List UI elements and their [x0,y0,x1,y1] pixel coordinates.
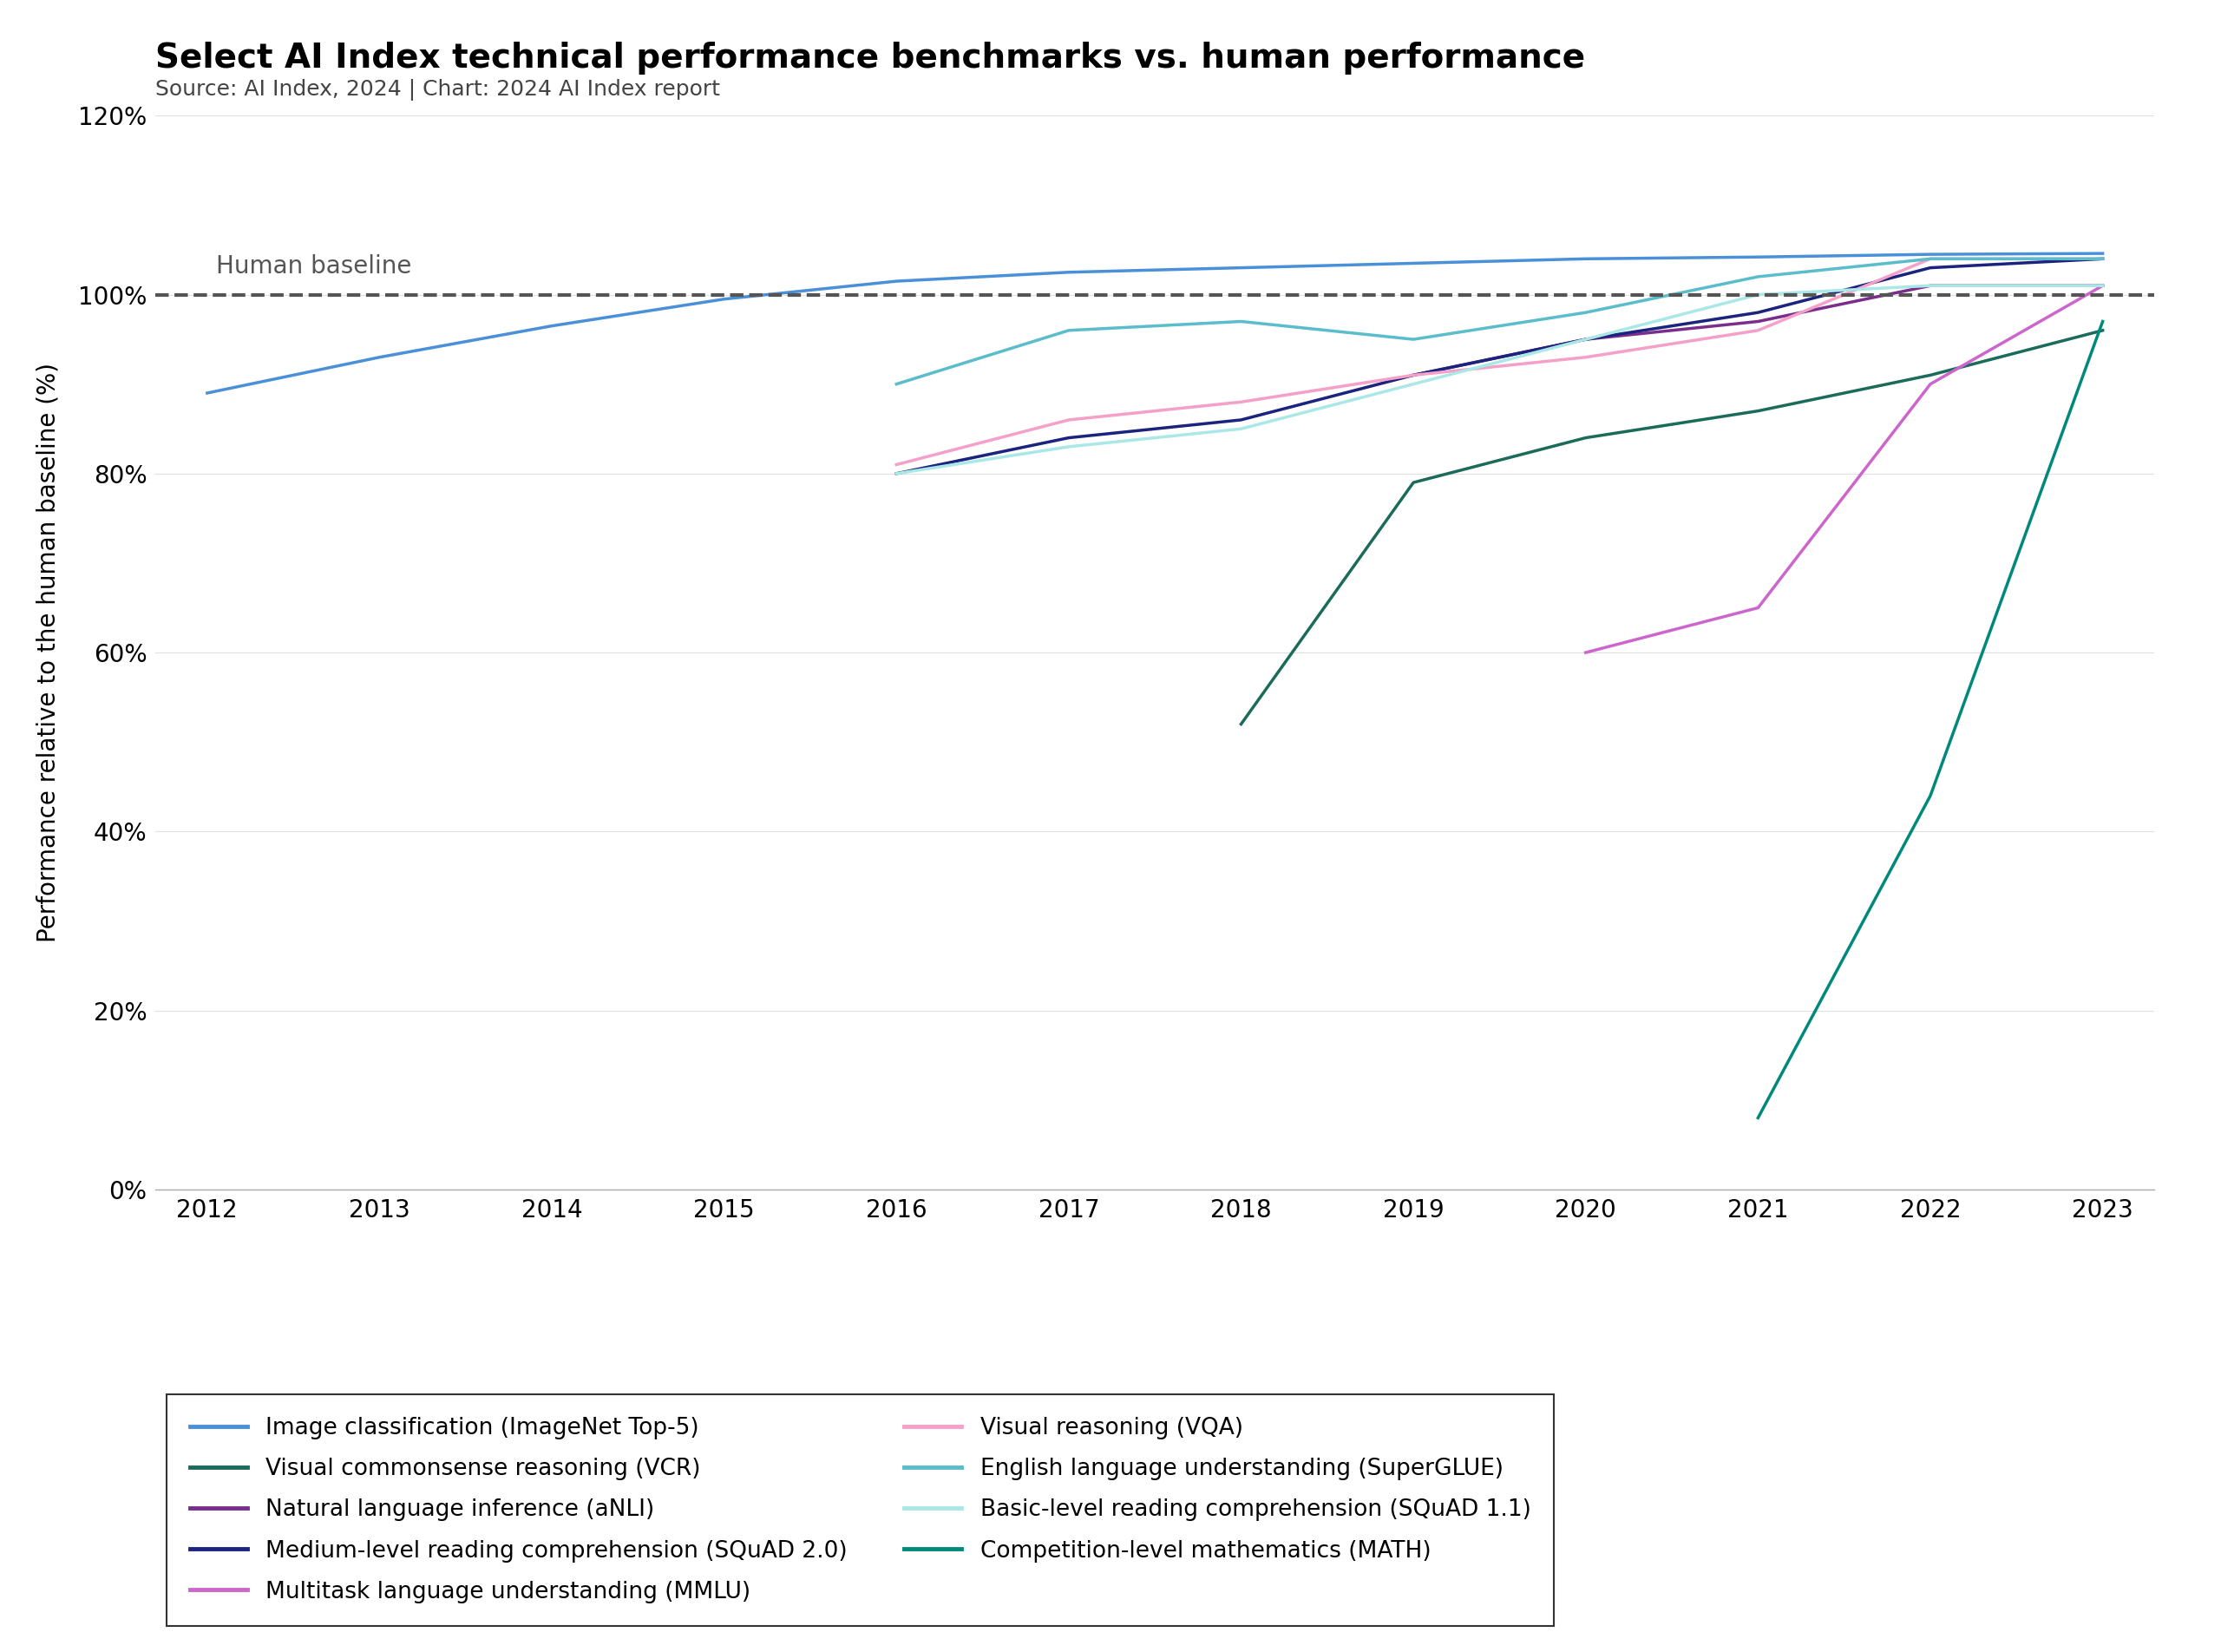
Text: Human baseline: Human baseline [215,254,411,279]
Text: Source: AI Index, 2024 | Chart: 2024 AI Index report: Source: AI Index, 2024 | Chart: 2024 AI … [155,79,720,101]
Y-axis label: Performance relative to the human baseline (%): Performance relative to the human baseli… [36,363,60,942]
Text: Select AI Index technical performance benchmarks vs. human performance: Select AI Index technical performance be… [155,41,1586,74]
Legend: Image classification (ImageNet Top-5), Visual commonsense reasoning (VCR), Natur: Image classification (ImageNet Top-5), V… [167,1394,1555,1626]
